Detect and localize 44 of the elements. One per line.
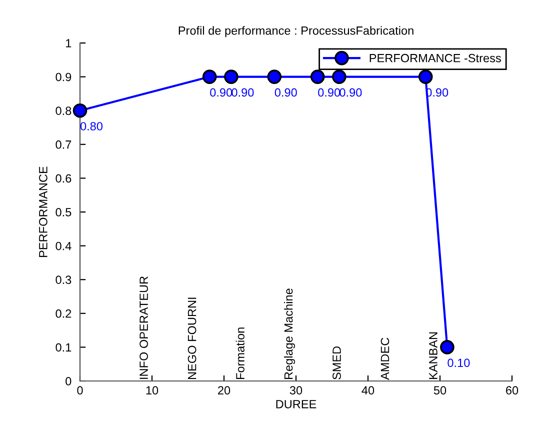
legend-label: PERFORMANCE -Stress — [370, 54, 501, 62]
point — [72, 103, 88, 118]
x-tick-label: 0 — [77, 386, 83, 395]
point — [418, 70, 433, 84]
y-tick-label: 0.6 — [56, 174, 72, 183]
x-tick-label: 10 — [146, 386, 158, 395]
x-tick-label: 40 — [362, 386, 374, 395]
data-label: 0.80 — [80, 122, 103, 130]
data-label: 0.90 — [274, 88, 297, 97]
x-tick-label: 60 — [506, 386, 518, 395]
y-tick-label: 0.5 — [56, 208, 72, 216]
point — [332, 70, 346, 84]
annotation: KANBAN — [429, 332, 438, 380]
y-axis-title: PERFORMANCE — [39, 166, 48, 257]
y-tick-label: 0.7 — [56, 140, 72, 149]
x-axis-title: DUREE — [276, 400, 316, 408]
data-label: 0.90 — [318, 88, 340, 97]
x-tick-label: 30 — [290, 386, 302, 395]
y-tick-label: 0.3 — [56, 276, 72, 284]
annotation: AMDEC — [380, 338, 390, 380]
data-label: 0.10 — [448, 358, 470, 368]
y-tick-label: 0.9 — [56, 72, 72, 82]
y-tick-label: 0.4 — [56, 242, 72, 250]
annotation: SMED — [332, 346, 341, 380]
point — [440, 340, 454, 354]
data-label: 0.90 — [210, 88, 232, 97]
annotation: NEGO FOURNI — [188, 298, 196, 380]
y-tick-label: 0 — [66, 377, 72, 386]
y-tick-label: 0.1 — [56, 343, 72, 352]
annotation: INFO OPERATEUR — [140, 276, 148, 379]
chart-title: Profil de performance : ProcessusFabrication — [178, 26, 414, 38]
data-label: 0.90 — [340, 88, 362, 97]
annotation: Formation — [236, 328, 244, 380]
x-tick-label: 50 — [434, 386, 446, 395]
annotation: Reglage Machine — [284, 288, 296, 380]
point — [224, 70, 238, 84]
point — [310, 70, 325, 84]
y-tick-label: 1 — [66, 39, 72, 48]
point — [202, 70, 217, 84]
y-tick-label: 0.2 — [56, 309, 72, 318]
data-label: 0.90 — [232, 88, 254, 97]
x-tick-label: 20 — [218, 386, 230, 395]
point — [267, 70, 282, 84]
y-tick-label: 0.8 — [56, 106, 72, 115]
